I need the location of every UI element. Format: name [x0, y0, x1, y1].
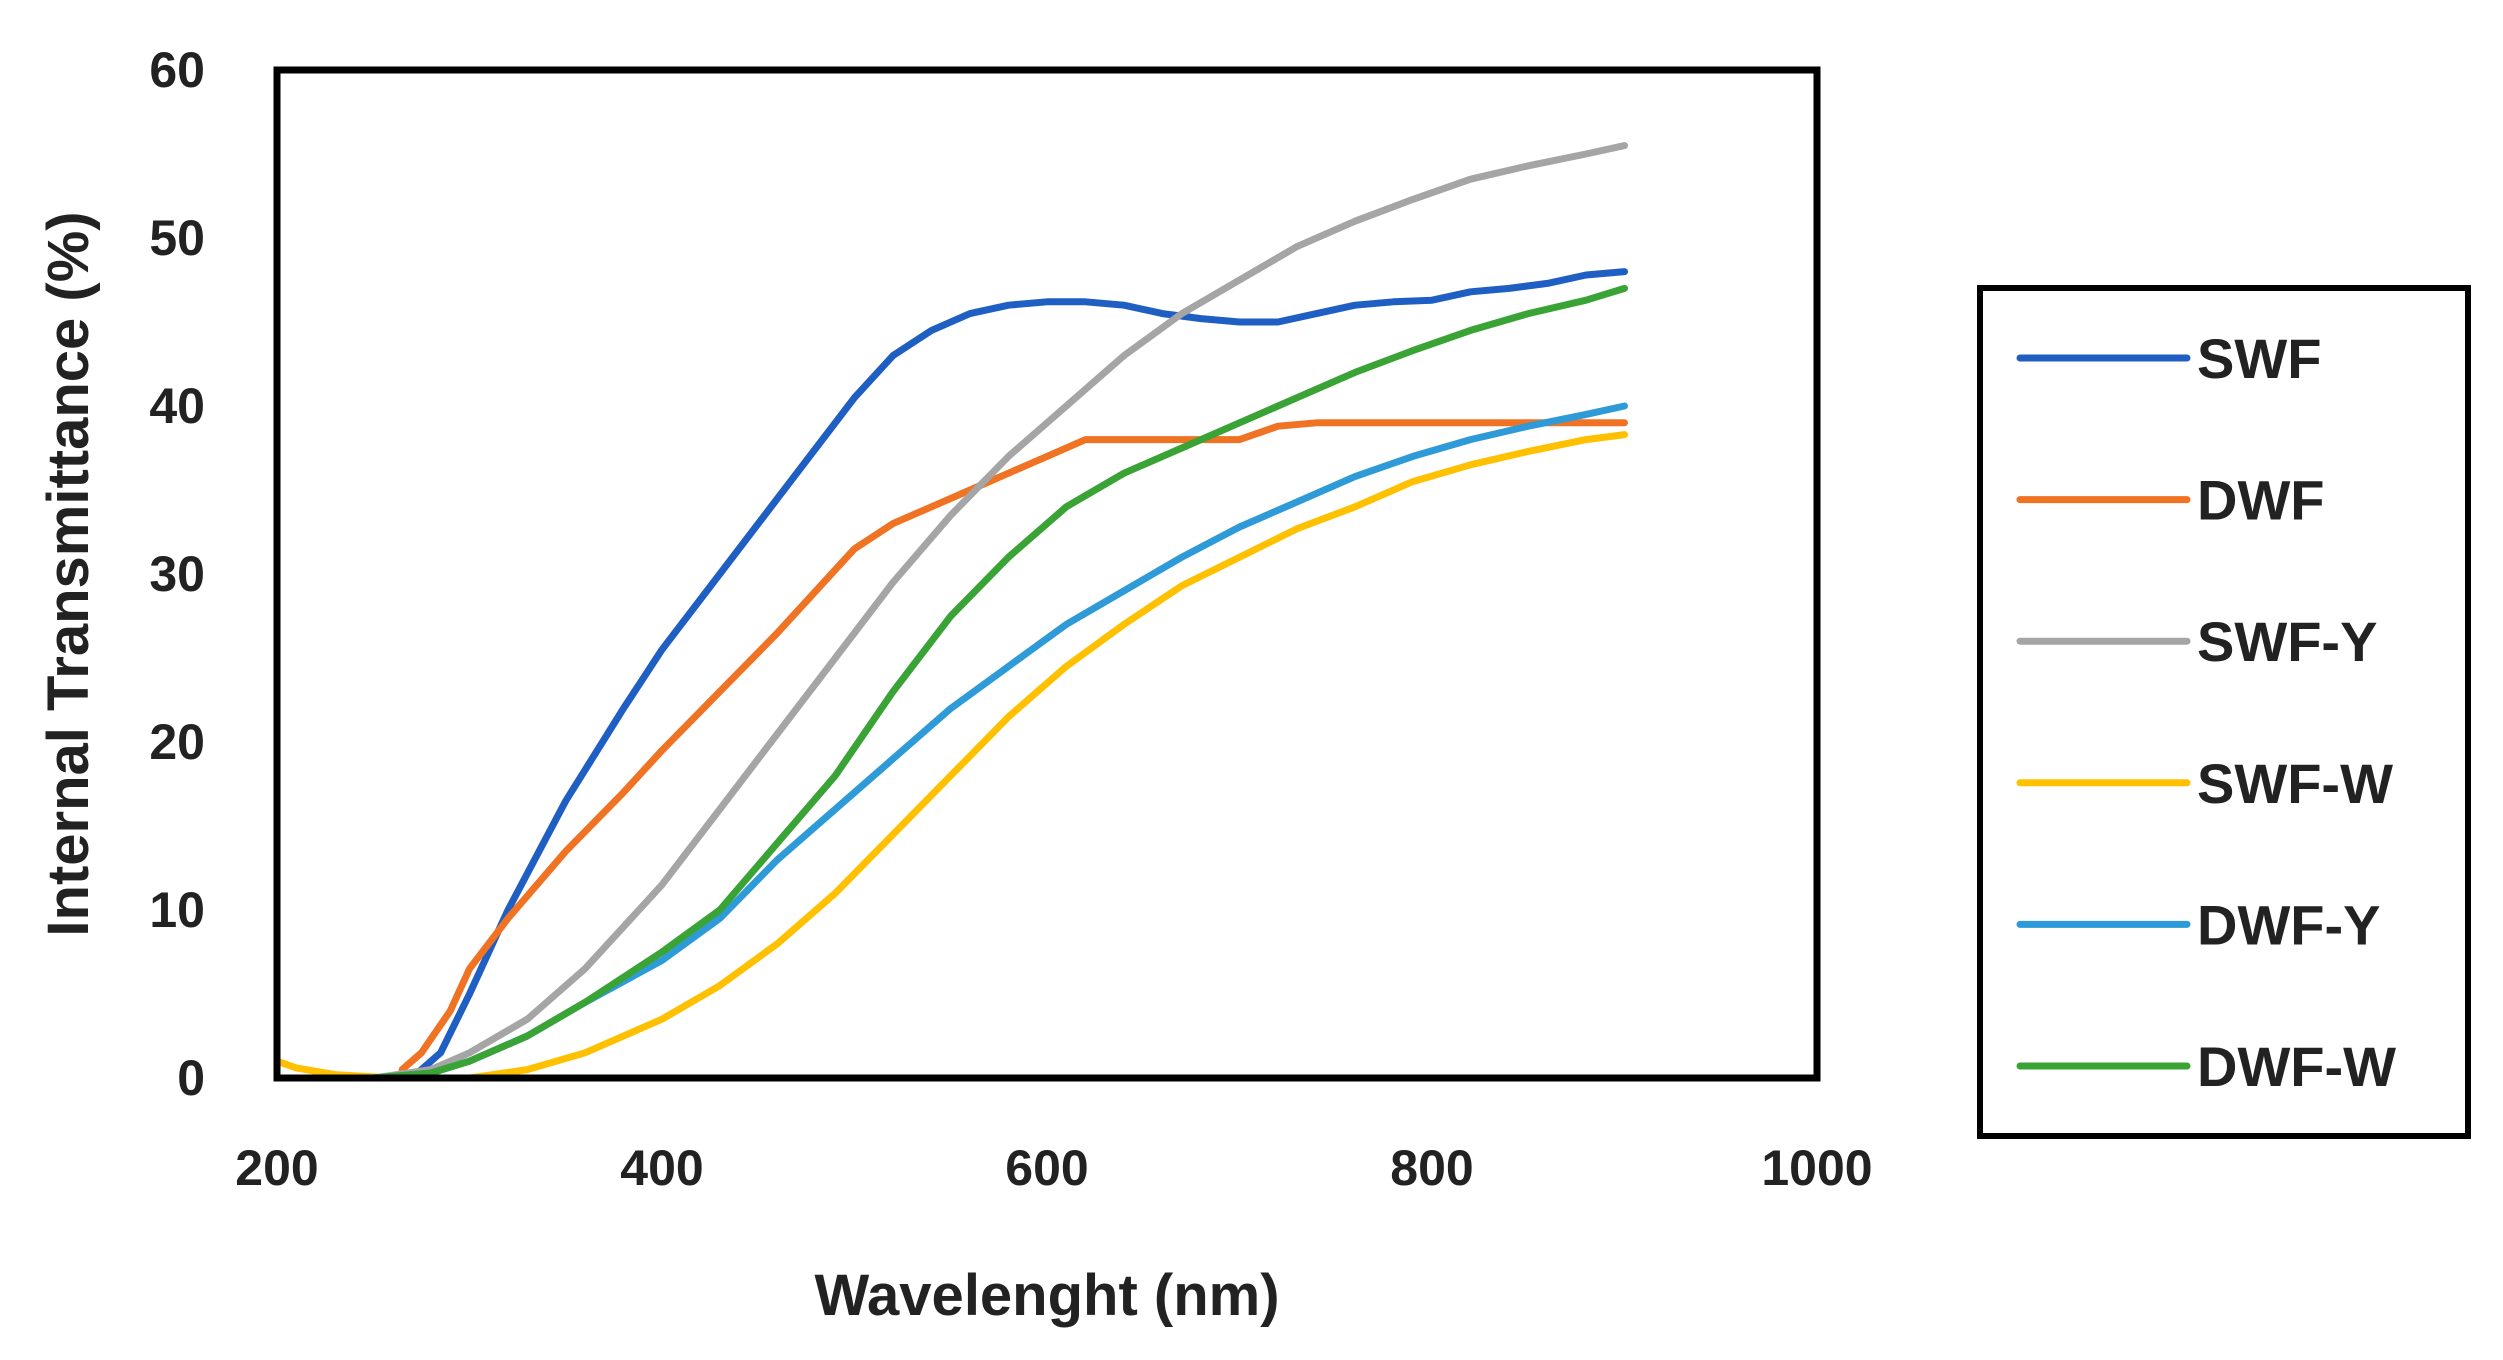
- y-axis-title: Internal Transmittance (%): [36, 211, 101, 936]
- legend-label: DWF: [2197, 469, 2325, 532]
- y-tick-label: 30: [149, 546, 205, 602]
- legend-label: SWF: [2197, 327, 2321, 390]
- legend-label: DWF-Y: [2197, 893, 2381, 956]
- y-tick-label: 10: [149, 882, 205, 938]
- legend-label: SWF-Y: [2197, 610, 2377, 673]
- x-axis-title: Wavelenght (nm): [814, 1263, 1279, 1328]
- x-tick-label: 200: [235, 1140, 318, 1196]
- y-tick-label: 0: [177, 1050, 205, 1106]
- series-line-swf: [408, 268, 1628, 1078]
- series-line-dwf: [398, 419, 1628, 1074]
- series-line-swf-w: [277, 431, 1628, 1078]
- legend-label: DWF-W: [2197, 1035, 2396, 1098]
- x-tick-label: 400: [620, 1140, 703, 1196]
- x-tick-label: 600: [1005, 1140, 1088, 1196]
- y-tick-label: 60: [149, 42, 205, 98]
- series-line-swf-y: [369, 142, 1628, 1078]
- y-tick-label: 50: [149, 210, 205, 266]
- y-tick-label: 20: [149, 714, 205, 770]
- y-tick-label: 40: [149, 378, 205, 434]
- legend-box: [1977, 285, 2471, 1139]
- legend-label: SWF-W: [2197, 752, 2393, 815]
- series-layer: [277, 142, 1628, 1078]
- plot-area-frame: [273, 66, 1821, 1082]
- legend: SWF DWF SWF-Y SWF-W DWF-Y DWF-W: [2016, 327, 2396, 1098]
- x-axis-ticks: 200 400 600 800 1000: [235, 1140, 1872, 1196]
- x-tick-label: 800: [1390, 1140, 1473, 1196]
- series-line-dwf-w: [369, 284, 1628, 1078]
- x-tick-label: 1000: [1761, 1140, 1872, 1196]
- y-axis-ticks: 0 10 20 30 40 50 60: [149, 42, 205, 1106]
